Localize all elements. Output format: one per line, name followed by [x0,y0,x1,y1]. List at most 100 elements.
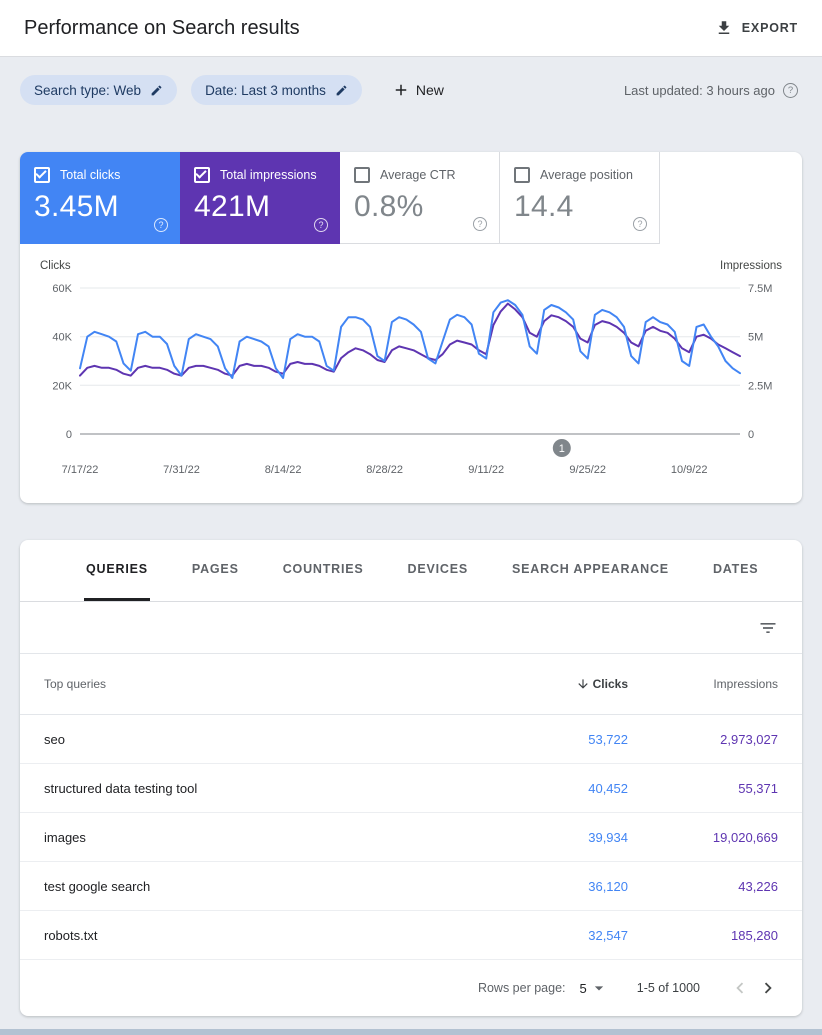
impressions-cell: 55,371 [738,780,778,796]
table-filter-row [20,602,802,654]
left-axis-tick: 40K [52,332,72,344]
left-axis-zero: 0 [66,429,72,441]
annotation-label: 1 [559,443,565,455]
page-title: Performance on Search results [24,16,300,39]
table-row[interactable]: seo 53,722 2,973,027 [20,715,802,764]
impressions-line [79,302,741,377]
column-header-clicks[interactable]: Clicks [478,677,628,691]
dimension-tabs: QUERIES PAGES COUNTRIES DEVICES SEARCH A… [20,540,802,602]
metric-tiles: Total clicks 3.45M ? Total impressions 4… [20,152,802,244]
pagination: Rows per page: 5 1-5 of 1000 [20,960,802,1016]
metric-tile-average-ctr[interactable]: Average CTR 0.8% ? [340,152,500,244]
tab-dates[interactable]: DATES [712,562,759,576]
last-updated-label: Last updated: 3 hours ago [623,82,775,98]
performance-chart-svg[interactable]: 60K 40K 20K 0 7.5M 5M 2.5M 0 7/17/22 7/31/22 8/14/… [40,276,782,486]
help-circle-icon[interactable]: ? [314,218,328,232]
clicks-cell: 39,934 [588,829,628,845]
date-tick: 7/31/22 [163,464,200,476]
export-button[interactable]: EXPORT [715,19,798,37]
help-circle-icon[interactable]: ? [154,218,168,232]
column-header-impressions[interactable]: Impressions [713,677,778,691]
query-cell: seo [44,731,65,747]
filter-bar: Search type: Web Date: Last 3 months New… [0,57,822,105]
next-page-button[interactable] [754,974,782,1002]
metric-value: 3.45M [34,190,119,223]
table-row[interactable]: test google search 36,120 43,226 [20,862,802,911]
sort-descending-icon [576,677,590,691]
tab-search-appearance[interactable]: SEARCH APPEARANCE [512,562,669,576]
top-header: Performance on Search results EXPORT [0,0,822,57]
impressions-cell: 2,973,027 [720,731,778,747]
tab-countries[interactable]: COUNTRIES [282,562,364,576]
date-tick: 8/28/22 [366,464,403,476]
new-filter-label: New [415,82,444,98]
metric-value: 421M [194,190,271,223]
metric-tile-average-position[interactable]: Average position 14.4 ? [500,152,660,244]
edit-pencil-icon [335,84,348,97]
metric-tile-total-clicks[interactable]: Total clicks 3.45M ? [20,152,180,244]
right-axis-zero: 0 [748,429,754,441]
metric-checkbox[interactable] [354,167,370,183]
metric-label: Total clicks [60,168,121,182]
query-cell: structured data testing tool [44,780,198,796]
help-circle-icon[interactable]: ? [633,217,647,231]
metric-value: 0.8% [354,190,424,223]
metric-label: Total impressions [220,168,317,182]
search-type-chip[interactable]: Search type: Web [20,75,178,105]
previous-page-button[interactable] [726,974,754,1002]
impressions-cell: 19,020,669 [712,829,778,845]
table-row[interactable]: robots.txt 32,547 185,280 [20,911,802,960]
help-circle-icon[interactable]: ? [783,82,798,98]
tab-pages[interactable]: PAGES [191,562,239,576]
tab-devices[interactable]: DEVICES [407,562,469,576]
date-tick: 10/9/22 [671,464,708,476]
table-header-row: Top queries Clicks Impressions [20,654,802,715]
annotation-marker[interactable] [552,439,571,457]
filter-list-icon[interactable] [758,618,778,638]
tab-queries[interactable]: QUERIES [84,540,150,601]
left-axis-tick: 20K [52,380,72,392]
table-row[interactable]: structured data testing tool 40,452 55,3… [20,764,802,813]
date-range-chip[interactable]: Date: Last 3 months [191,75,362,105]
column-header-top-queries[interactable]: Top queries [44,677,107,691]
date-tick: 9/11/22 [468,464,504,476]
search-type-chip-label: Search type: Web [34,82,142,98]
clicks-cell: 53,722 [588,731,628,747]
metric-label: Average position [540,168,633,182]
date-tick: 8/14/22 [265,464,302,476]
dropdown-caret-icon [589,978,609,998]
metric-label: Average CTR [380,168,456,182]
dimensions-card: QUERIES PAGES COUNTRIES DEVICES SEARCH A… [20,540,802,1016]
left-axis-title: Clicks [40,260,71,272]
table-row[interactable]: images 39,934 19,020,669 [20,813,802,862]
new-filter-button[interactable]: New [392,81,444,99]
clicks-line [79,299,741,379]
impressions-cell: 43,226 [738,878,778,894]
clicks-cell: 32,547 [588,927,628,943]
pagination-range: 1-5 of 1000 [636,981,700,995]
query-cell: test google search [44,878,151,894]
left-axis-tick: 60K [52,283,72,295]
clicks-header-label: Clicks [592,677,628,691]
last-updated: Last updated: 3 hours ago ? [623,82,798,98]
bottom-edge-strip [0,1029,822,1035]
clicks-cell: 40,452 [588,780,628,796]
date-range-chip-label: Date: Last 3 months [205,82,326,98]
plus-icon [392,81,410,99]
date-tick: 9/25/22 [569,464,606,476]
metric-checkbox[interactable] [514,167,530,183]
download-icon [715,19,733,37]
help-circle-icon[interactable]: ? [473,217,487,231]
metric-tile-total-impressions[interactable]: Total impressions 421M ? [180,152,340,244]
right-axis-tick: 7.5M [748,283,772,295]
query-cell: robots.txt [44,927,98,943]
metric-value: 14.4 [514,190,574,223]
date-tick: 7/17/22 [62,464,99,476]
rows-per-page-select[interactable]: 5 [580,978,609,998]
rows-per-page-label: Rows per page: [477,981,566,995]
metric-checkbox[interactable] [194,167,210,183]
rows-per-page-value: 5 [579,980,587,996]
clicks-cell: 36,120 [588,878,628,894]
edit-pencil-icon [150,84,163,97]
metric-checkbox[interactable] [34,167,50,183]
